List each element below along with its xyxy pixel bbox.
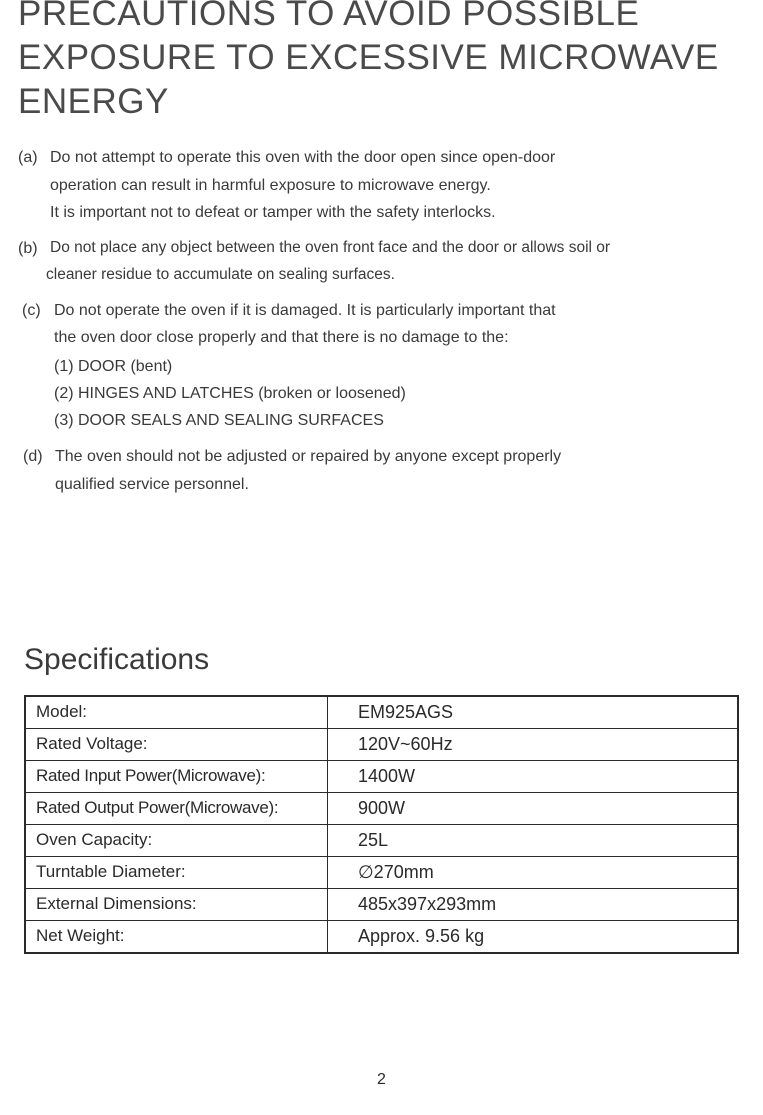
spec-label: Turntable Diameter: <box>26 857 328 888</box>
spec-label: Oven Capacity: <box>26 825 328 856</box>
precaution-d-line2: qualified service personnel. <box>55 472 745 498</box>
spec-value: 485x397x293mm <box>328 889 737 920</box>
spec-label: External Dimensions: <box>26 889 328 920</box>
marker-c: (c) <box>22 298 54 326</box>
specs-table: Model: EM925AGS Rated Voltage: 120V~60Hz… <box>24 695 739 954</box>
spec-value: ∅270mm <box>328 857 737 888</box>
marker-b: (b) <box>18 236 50 263</box>
table-row: Rated Output Power(Microwave): 900W <box>26 793 737 825</box>
table-row: External Dimensions: 485x397x293mm <box>26 889 737 921</box>
table-row: Turntable Diameter: ∅270mm <box>26 857 737 889</box>
precaution-c-sub2: (2) HINGES AND LATCHES (broken or loosen… <box>54 380 745 407</box>
table-row: Rated Input Power(Microwave): 1400W <box>26 761 737 793</box>
spec-label: Rated Voltage: <box>26 729 328 760</box>
spec-value: 120V~60Hz <box>328 729 737 760</box>
precaution-d: (d) The oven should not be adjusted or r… <box>23 444 745 497</box>
spec-label: Model: <box>26 697 328 728</box>
table-row: Model: EM925AGS <box>26 697 737 729</box>
precaution-c-sub3: (3) DOOR SEALS AND SEALING SURFACES <box>54 407 745 434</box>
table-row: Net Weight: Approx. 9.56 kg <box>26 921 737 952</box>
precaution-c-line1: Do not operate the oven if it is damaged… <box>54 298 556 324</box>
precaution-d-line1: The oven should not be adjusted or repai… <box>55 444 561 470</box>
spec-label: Net Weight: <box>26 921 328 952</box>
precaution-b-line1: Do not place any object between the oven… <box>50 236 610 261</box>
precautions-section: (a) Do not attempt to operate this oven … <box>18 145 745 497</box>
precaution-a-line1: Do not attempt to operate this oven with… <box>50 145 555 171</box>
marker-a: (a) <box>18 145 50 173</box>
precaution-c-sub1: (1) DOOR (bent) <box>54 353 745 380</box>
precaution-c-line2: the oven door close properly and that th… <box>54 325 745 351</box>
precaution-a: (a) Do not attempt to operate this oven … <box>18 145 745 226</box>
spec-value: 900W <box>328 793 737 824</box>
page-title: PRECAUTIONS TO AVOID POSSIBLE EXPOSURE T… <box>18 0 745 123</box>
spec-value: 1400W <box>328 761 737 792</box>
marker-d: (d) <box>23 444 55 472</box>
spec-label: Rated Output Power(Microwave): <box>26 793 328 824</box>
page-number: 2 <box>377 1071 386 1089</box>
precaution-c: (c) Do not operate the oven if it is dam… <box>22 298 745 435</box>
spec-value: EM925AGS <box>328 697 737 728</box>
specs-title: Specifications <box>24 643 745 677</box>
table-row: Rated Voltage: 120V~60Hz <box>26 729 737 761</box>
spec-value: Approx. 9.56 kg <box>328 921 737 952</box>
precaution-a-line3: It is important not to defeat or tamper … <box>50 200 745 226</box>
table-row: Oven Capacity: 25L <box>26 825 737 857</box>
spec-label: Rated Input Power(Microwave): <box>26 761 328 792</box>
precaution-b: (b) Do not place any object between the … <box>18 236 745 288</box>
spec-value: 25L <box>328 825 737 856</box>
precaution-a-line2: operation can result in harmful exposure… <box>50 173 745 199</box>
precaution-b-line2: cleaner residue to accumulate on sealing… <box>46 263 745 288</box>
